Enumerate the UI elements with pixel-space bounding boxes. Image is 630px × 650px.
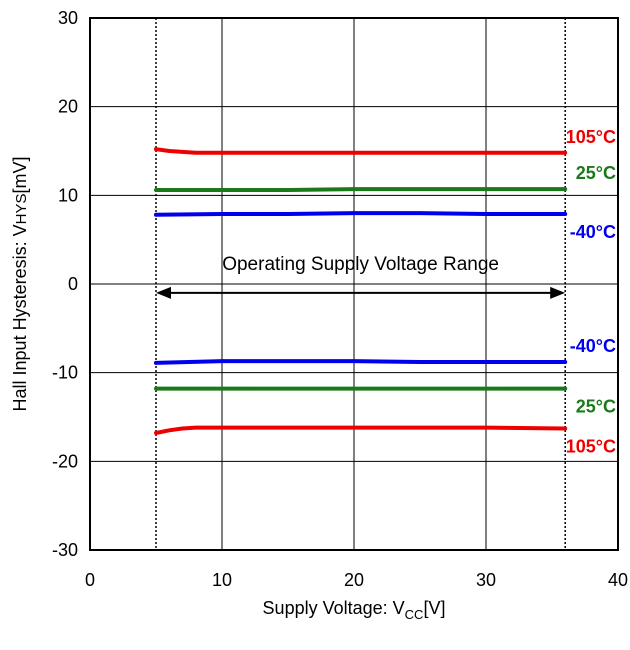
- y-tick-label: 30: [58, 8, 78, 28]
- y-axis-title-subscript: HYS: [13, 194, 30, 225]
- x-tick-label: 0: [85, 570, 95, 590]
- y-axis-title: Hall Input Hysteresis: VHYS[mV]: [10, 157, 30, 412]
- x-axis-title-subscript: CC: [405, 607, 424, 622]
- x-tick-label: 30: [476, 570, 496, 590]
- data-series: [154, 147, 568, 435]
- y-axis-title-unit: [mV]: [10, 157, 30, 194]
- series-line-3: [154, 359, 568, 365]
- gridlines: [90, 18, 618, 550]
- y-axis-title-main: Hall Input Hysteresis: V: [10, 224, 30, 411]
- y-tick-label: 20: [58, 97, 78, 117]
- y-tick-label: 0: [68, 274, 78, 294]
- arrowhead-right: [550, 286, 566, 299]
- series-label: 105°C: [566, 127, 616, 147]
- series-label: 25°C: [576, 397, 616, 417]
- series-label: -40°C: [570, 222, 616, 242]
- series-labels: 105°C 25°C -40°C -40°C 25°C 105°C: [566, 127, 616, 457]
- series-label: -40°C: [570, 336, 616, 356]
- operating-range-markers: [155, 18, 566, 550]
- x-axis-title-unit: [V]: [423, 598, 445, 618]
- operating-range-label: Operating Supply Voltage Range: [222, 254, 499, 275]
- series-line-5: [154, 425, 568, 435]
- tick-labels: 0 10 20 30 40 30 20 10 0 -10 -20 -30: [52, 8, 628, 590]
- x-tick-label: 10: [212, 570, 232, 590]
- series-label: 105°C: [566, 437, 616, 457]
- plot-area-frame: [89, 17, 619, 551]
- x-axis-title-main: Supply Voltage: V: [263, 598, 405, 618]
- series-line-1: [154, 187, 568, 192]
- series-line-0: [154, 147, 568, 155]
- series-label: 25°C: [576, 163, 616, 183]
- series-line-2: [154, 211, 568, 217]
- y-tick-label: 10: [58, 185, 78, 205]
- y-tick-label: -10: [52, 363, 78, 383]
- x-tick-label: 20: [344, 570, 364, 590]
- x-axis-title: Supply Voltage: VCC[V]: [263, 598, 446, 622]
- y-tick-label: -30: [52, 540, 78, 560]
- x-tick-label: 40: [608, 570, 628, 590]
- arrowhead-left: [156, 286, 171, 299]
- y-tick-label: -20: [52, 451, 78, 471]
